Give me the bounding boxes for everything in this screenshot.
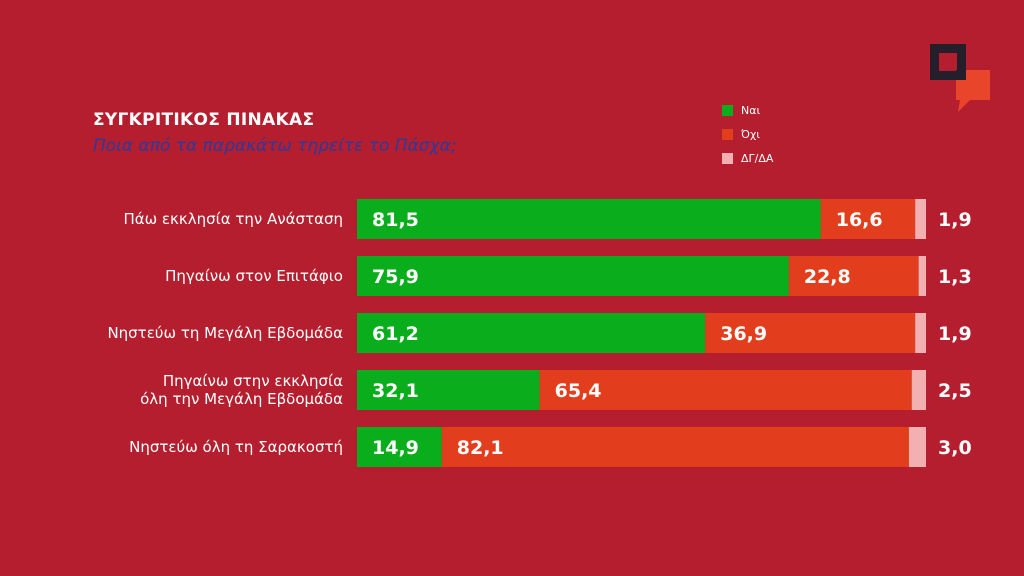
legend-swatch-dk bbox=[722, 152, 733, 164]
legend-item-dk: ΔΓ/ΔΑ bbox=[722, 146, 773, 170]
data-label-no: 22,8 bbox=[804, 266, 851, 288]
data-label-no: 16,6 bbox=[836, 209, 883, 231]
category-label-line: Νηστεύω όλη τη Σαρακοστή bbox=[129, 438, 343, 456]
data-label-dk: 2,5 bbox=[938, 380, 972, 402]
data-label-dk: 3,0 bbox=[938, 437, 972, 459]
bar-segment-no bbox=[441, 427, 909, 467]
data-label-dk: 1,3 bbox=[938, 266, 972, 288]
bar-segment-dk bbox=[918, 256, 926, 296]
bar-segment-dk bbox=[915, 199, 926, 239]
legend-label-no: Όχι bbox=[741, 127, 761, 141]
legend-label-yes: Ναι bbox=[741, 103, 761, 117]
legend: Ναι Όχι ΔΓ/ΔΑ bbox=[722, 98, 773, 170]
bar-segment-no bbox=[539, 370, 912, 410]
legend-item-yes: Ναι bbox=[722, 98, 773, 122]
category-label: Πάω εκκλησία την Ανάσταση bbox=[123, 210, 343, 228]
bar-segment-yes bbox=[357, 427, 442, 467]
category-label-line: Πηγαίνω στην εκκλησία bbox=[163, 372, 343, 390]
bar-segment-yes bbox=[357, 199, 821, 239]
category-label-line: Νηστεύω τη Μεγάλη Εβδομάδα bbox=[107, 324, 343, 342]
legend-item-no: Όχι bbox=[722, 122, 773, 146]
category-label-line: όλη την Μεγάλη Εβδομάδα bbox=[140, 390, 343, 408]
data-label-dk: 1,9 bbox=[938, 323, 972, 345]
data-label-yes: 75,9 bbox=[372, 266, 419, 288]
category-label: Πηγαίνω στην εκκλησία όλη την Μεγάλη Εβδο… bbox=[140, 372, 343, 408]
chart-title: ΣΥΓΚΡΙΤΙΚΟΣ ΠΙΝΑΚΑΣ bbox=[93, 110, 315, 130]
category-label-line: Πηγαίνω στον Επιτάφιο bbox=[165, 267, 343, 285]
data-label-yes: 81,5 bbox=[372, 209, 419, 231]
speech-bubbles-logo-icon bbox=[930, 44, 990, 112]
bar-segment-dk bbox=[911, 370, 926, 410]
chart-subtitle: Ποια από τα παρακάτω τηρείτε το Πάσχα; bbox=[93, 136, 457, 156]
category-label: Νηστεύω όλη τη Σαρακοστή bbox=[129, 438, 343, 456]
category-label-line: Πάω εκκλησία την Ανάσταση bbox=[123, 210, 343, 228]
data-label-yes: 14,9 bbox=[372, 437, 419, 459]
bar-segment-yes bbox=[357, 313, 706, 353]
bar-segment-dk bbox=[908, 427, 926, 467]
legend-swatch-yes bbox=[722, 104, 733, 116]
bar-segment-no bbox=[788, 256, 919, 296]
bar-segment-dk bbox=[915, 313, 926, 353]
data-label-yes: 61,2 bbox=[372, 323, 419, 345]
bar-segment-yes bbox=[357, 256, 789, 296]
legend-label-dk: ΔΓ/ΔΑ bbox=[741, 151, 774, 165]
data-label-dk: 1,9 bbox=[938, 209, 972, 231]
data-label-yes: 32,1 bbox=[372, 380, 419, 402]
bar-segment-no bbox=[820, 199, 916, 239]
data-label-no: 36,9 bbox=[720, 323, 767, 345]
data-label-no: 82,1 bbox=[457, 437, 504, 459]
bar-segment-no bbox=[705, 313, 916, 353]
data-label-no: 65,4 bbox=[555, 380, 602, 402]
category-label: Νηστεύω τη Μεγάλη Εβδομάδα bbox=[107, 324, 343, 342]
bar-segment-yes bbox=[357, 370, 540, 410]
category-label: Πηγαίνω στον Επιτάφιο bbox=[165, 267, 343, 285]
legend-swatch-no bbox=[722, 128, 733, 140]
